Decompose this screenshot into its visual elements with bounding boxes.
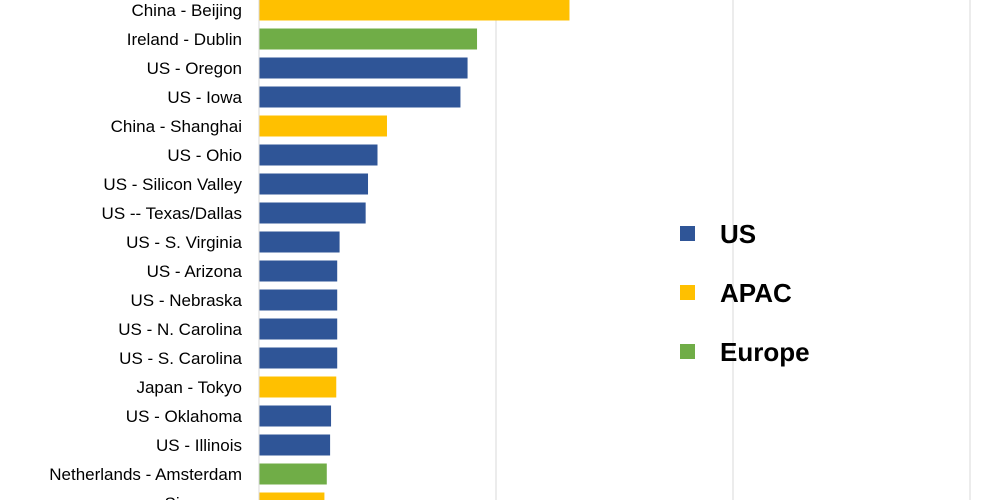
bars: [259, 0, 570, 500]
category-label: US - Oklahoma: [126, 407, 243, 426]
legend: US APAC Europe: [680, 219, 810, 367]
category-labels: China - Beijing Ireland - Dublin US - Oreg…: [49, 1, 242, 500]
legend-swatch-apac: [680, 285, 695, 300]
legend-label-apac: APAC: [720, 278, 792, 308]
bar-11: [259, 289, 338, 311]
category-label: US - Ohio: [167, 146, 242, 165]
bar-13: [259, 347, 338, 369]
category-label: US - Oregon: [147, 59, 242, 78]
bar-3: [259, 57, 468, 79]
gridlines: [495, 0, 971, 500]
legend-label-us: US: [720, 219, 756, 249]
category-label: US - Iowa: [167, 88, 242, 107]
category-label: Netherlands - Amsterdam: [49, 465, 242, 484]
legend-swatch-europe: [680, 344, 695, 359]
category-label: Ireland - Dublin: [127, 30, 242, 49]
bar-2: [259, 28, 478, 50]
bar-1: [259, 0, 570, 21]
bar-10: [259, 260, 338, 282]
bar-17: [259, 463, 327, 485]
bar-4: [259, 86, 461, 108]
bar-5: [259, 115, 387, 137]
category-label: US - S. Virginia: [126, 233, 242, 252]
category-label: Singapore: [164, 494, 242, 500]
bar-16: [259, 434, 331, 456]
category-label: China - Shanghai: [111, 117, 242, 136]
category-label: Japan - Tokyo: [136, 378, 242, 397]
category-label: US - N. Carolina: [118, 320, 242, 339]
bar-6: [259, 144, 378, 166]
category-label: US - S. Carolina: [119, 349, 242, 368]
category-label: China - Beijing: [131, 1, 242, 20]
bar-12: [259, 318, 338, 340]
bar-15: [259, 405, 332, 427]
category-label: US - Nebraska: [131, 291, 243, 310]
category-label: US - Illinois: [156, 436, 242, 455]
category-label: US -- Texas/Dallas: [102, 204, 242, 223]
bar-9: [259, 231, 340, 253]
bar-18: [259, 492, 325, 500]
bar-14: [259, 376, 337, 398]
category-label: US - Arizona: [147, 262, 243, 281]
legend-swatch-us: [680, 226, 695, 241]
bar-7: [259, 173, 369, 195]
legend-label-europe: Europe: [720, 337, 810, 367]
bar-8: [259, 202, 366, 224]
category-label: US - Silicon Valley: [103, 175, 242, 194]
